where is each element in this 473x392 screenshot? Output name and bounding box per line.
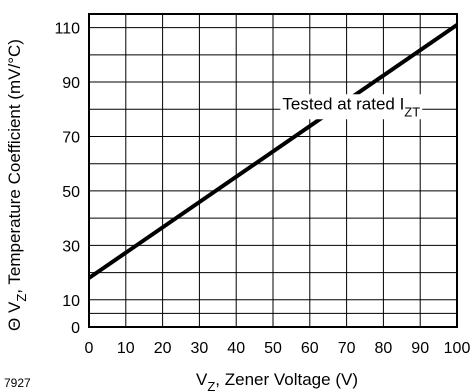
- x-tick-label: 50: [264, 340, 282, 357]
- y-tick-label: 50: [62, 184, 80, 201]
- annotation-tested-at-rated-izt: Tested at rated IZT: [282, 94, 420, 119]
- y-tick-label: 10: [62, 293, 80, 310]
- x-tick-label: 70: [338, 340, 356, 357]
- figure-number: 7927: [4, 376, 31, 390]
- x-axis-label: VZ, Zener Voltage (V): [196, 370, 358, 392]
- y-tick-label: 0: [71, 320, 80, 337]
- x-tick-label: 80: [375, 340, 393, 357]
- y-tick-label: 90: [62, 75, 80, 92]
- x-tick-label: 40: [227, 340, 245, 357]
- y-axis-tick-labels: 0 10 30 50 70 90 110: [54, 21, 80, 337]
- x-tick-label: 0: [85, 340, 94, 357]
- x-axis-label-subscript: Z: [207, 379, 215, 392]
- x-axis-tick-labels: 0 10 20 30 40 50 60 70 80 90 100: [85, 340, 471, 357]
- x-tick-label: 20: [154, 340, 172, 357]
- x-tick-label: 100: [444, 340, 471, 357]
- y-tick-label: 70: [62, 129, 80, 146]
- x-tick-label: 90: [411, 340, 429, 357]
- annotation-text: Tested at rated I: [282, 94, 404, 113]
- y-axis-label-subscript: Z: [14, 294, 29, 302]
- annotation-subscript: ZT: [404, 104, 420, 119]
- series-line-temperature-coefficient: [87, 23, 459, 280]
- x-tick-label: 10: [117, 340, 135, 357]
- x-axis-label-prefix: V: [196, 370, 208, 389]
- x-tick-label: 30: [191, 340, 209, 357]
- y-tick-label: 110: [54, 21, 80, 38]
- y-axis-label: Θ VZ, Temperature Coefficient (mV/°C): [5, 39, 29, 331]
- x-tick-label: 60: [301, 340, 319, 357]
- x-axis-label-suffix: , Zener Voltage (V): [215, 370, 358, 389]
- y-tick-label: 30: [62, 238, 80, 255]
- annotation-background: [280, 94, 423, 120]
- plot-frame: [88, 13, 458, 328]
- y-axis-label-prefix: Θ V: [5, 301, 24, 331]
- y-axis-label-suffix: , Temperature Coefficient (mV/°C): [5, 39, 24, 294]
